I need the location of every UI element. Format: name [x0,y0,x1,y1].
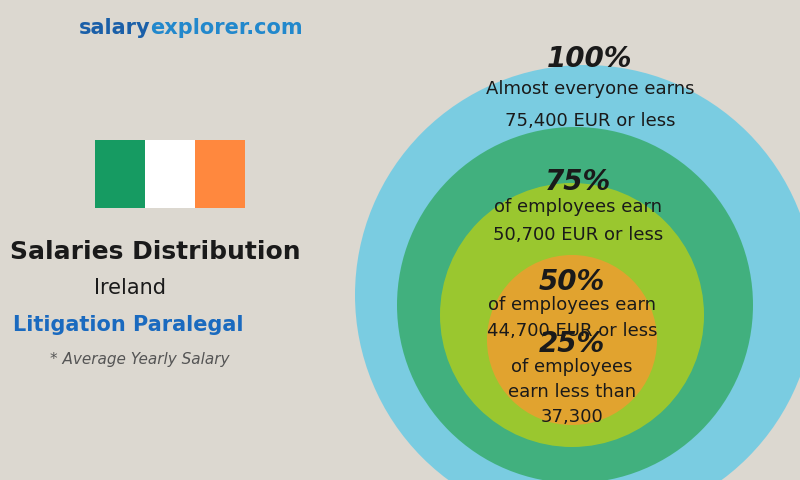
Bar [95,140,145,208]
Circle shape [440,183,704,447]
Bar [195,140,245,208]
Text: Ireland: Ireland [94,278,166,298]
Circle shape [397,127,753,480]
Text: 44,700 EUR or less: 44,700 EUR or less [486,322,658,340]
Text: 50,700 EUR or less: 50,700 EUR or less [493,226,663,244]
Circle shape [487,255,657,425]
Text: explorer.com: explorer.com [150,18,302,38]
Text: 37,300: 37,300 [541,408,603,426]
Text: of employees earn: of employees earn [494,198,662,216]
Text: of employees: of employees [511,358,633,376]
Text: Almost everyone earns: Almost everyone earns [486,80,694,98]
Text: 100%: 100% [547,45,633,73]
Circle shape [355,65,800,480]
Text: salary: salary [78,18,150,38]
Text: Salaries Distribution: Salaries Distribution [10,240,300,264]
Text: Litigation Paralegal: Litigation Paralegal [13,315,243,335]
Text: earn less than: earn less than [508,383,636,401]
Text: * Average Yearly Salary: * Average Yearly Salary [50,352,230,367]
Text: 25%: 25% [539,330,605,358]
Bar [145,140,195,208]
Text: 75,400 EUR or less: 75,400 EUR or less [505,112,675,130]
Text: 75%: 75% [545,168,611,196]
Text: 50%: 50% [539,268,605,296]
Text: of employees earn: of employees earn [488,296,656,314]
